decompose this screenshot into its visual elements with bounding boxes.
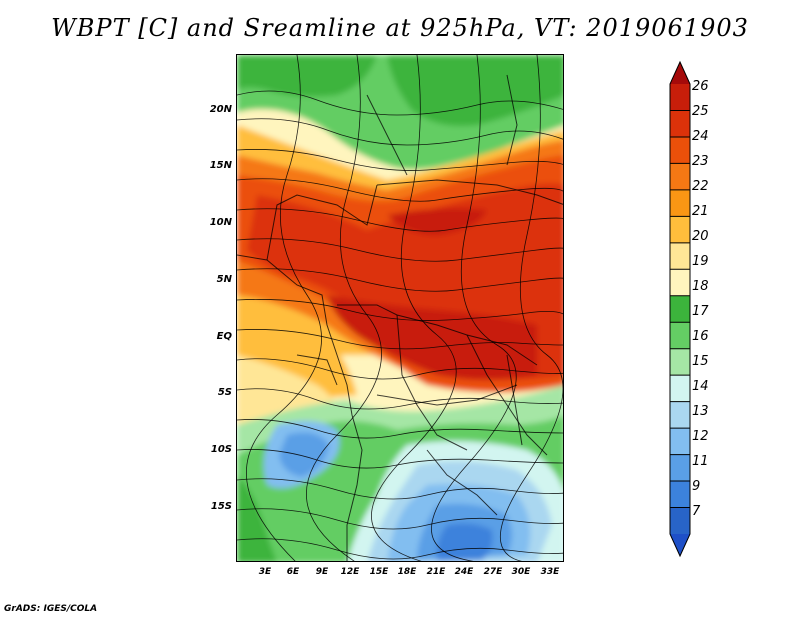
colorbar-label: 13 <box>692 404 709 419</box>
colorbar-label: 20 <box>692 229 709 244</box>
colorbar-label: 25 <box>692 104 709 119</box>
wbpt-shading <box>237 55 563 561</box>
country-borders <box>237 74 563 561</box>
colorbar-segment <box>670 84 690 111</box>
colorbar-label: 18 <box>692 279 709 294</box>
lon-label: 18E <box>397 567 417 577</box>
colorbar-label: 21 <box>692 204 709 219</box>
footer-credit: GrADS: IGES/COLA <box>4 604 98 614</box>
colorbar-label: 7 <box>692 504 701 519</box>
colorbar-label: 22 <box>692 179 709 194</box>
lon-label: 3E <box>258 567 272 577</box>
colorbar-label: 24 <box>692 129 709 144</box>
colorbar-segment <box>670 454 690 482</box>
colorbar-segment <box>670 534 690 556</box>
colorbar-segment <box>670 401 690 429</box>
map-title: WBPT [C] and Sreamline at 925hPa, VT: 20… <box>51 14 749 42</box>
lon-label: 12E <box>340 567 360 577</box>
colorbar-label: 15 <box>692 354 709 369</box>
colorbar-segment <box>670 428 690 456</box>
colorbar-label: 26 <box>692 79 709 94</box>
colorbar-segment <box>670 295 690 323</box>
colorbar-label: 11 <box>692 454 709 469</box>
colorbar-label: 19 <box>692 254 709 269</box>
lon-label: 33E <box>540 567 560 577</box>
lat-label: 20N <box>209 104 232 115</box>
lon-label: 24E <box>454 567 474 577</box>
lat-label: 15S <box>210 501 232 512</box>
colorbar-segment <box>670 216 690 244</box>
lat-label: 10N <box>209 217 232 228</box>
lon-label: 6E <box>286 567 300 577</box>
colorbar-segment <box>670 322 690 350</box>
colorbar-segment <box>670 242 690 270</box>
lon-label: 15E <box>369 567 389 577</box>
lat-label: 10S <box>210 444 232 455</box>
lat-label: 5S <box>217 387 232 398</box>
colorbar-segment <box>670 481 690 509</box>
colorbar-segment <box>670 163 690 191</box>
colorbar-segment <box>670 189 690 217</box>
streamlines <box>237 55 563 561</box>
lon-label: 21E <box>426 567 446 577</box>
colorbar-segment <box>670 62 690 84</box>
colorbar <box>669 60 691 558</box>
colorbar-segment <box>670 507 690 535</box>
lon-label: 30E <box>511 567 531 577</box>
colorbar-label: 17 <box>692 304 709 319</box>
colorbar-label: 14 <box>692 379 709 394</box>
colorbar-label: 16 <box>692 329 709 344</box>
lat-label: EQ <box>216 331 232 342</box>
colorbar-label: 9 <box>692 479 701 494</box>
colorbar-label: 12 <box>692 429 709 444</box>
lon-label: 27E <box>483 567 503 577</box>
lon-label: 9E <box>315 567 329 577</box>
colorbar-segment <box>670 375 690 403</box>
lat-label: 15N <box>209 160 232 171</box>
map-panel <box>236 54 564 562</box>
colorbar-segment <box>670 110 690 138</box>
colorbar-label: 23 <box>692 154 709 169</box>
lat-label: 5N <box>216 274 232 285</box>
colorbar-segment <box>670 136 690 164</box>
colorbar-segment <box>670 348 690 376</box>
colorbar-segment <box>670 269 690 297</box>
wbpt-field-map <box>237 55 563 561</box>
